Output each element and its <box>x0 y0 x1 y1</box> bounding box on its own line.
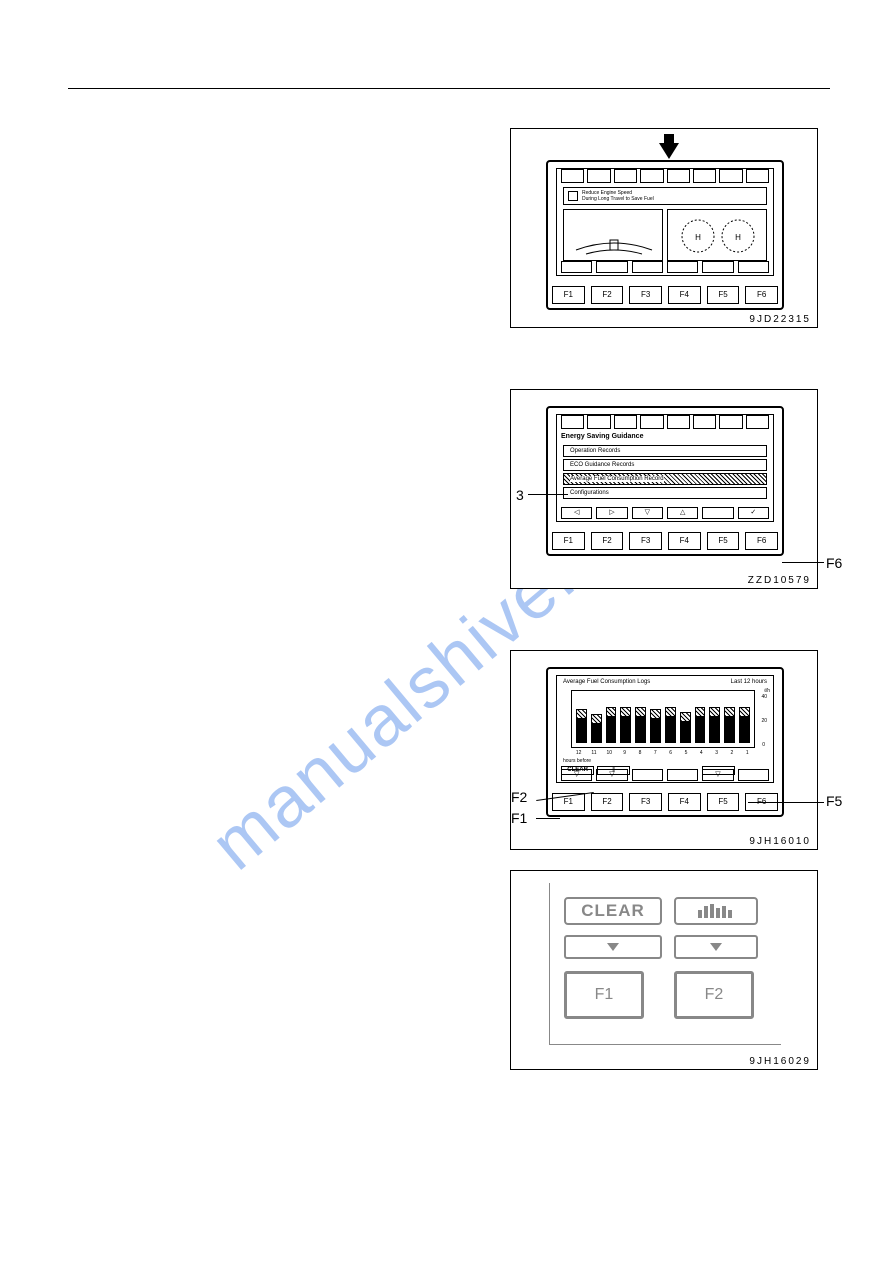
svg-text:H: H <box>735 233 741 242</box>
f6-key[interactable]: F6 <box>745 286 778 304</box>
triangle-down-icon <box>607 943 619 951</box>
menu-item-2[interactable]: ECO Guidance Records <box>563 459 767 471</box>
panel-corner: CLEAR F1 F2 <box>549 883 781 1045</box>
figure-3-box: Average Fuel Consumption Logs Last 12 ho… <box>510 650 818 850</box>
f1-button[interactable]: F1 <box>564 971 644 1019</box>
triangle-down-icon <box>710 943 722 951</box>
f5-key[interactable]: F5 <box>707 286 740 304</box>
monitor-screen: Reduce Engine Speed During Long Travel t… <box>556 168 774 276</box>
leader-line <box>748 802 824 803</box>
status-icons-row <box>557 169 773 183</box>
figure-code: 9JH16029 <box>749 1056 811 1067</box>
guidance-text: Reduce Engine Speed During Long Travel t… <box>582 190 654 202</box>
f3-key[interactable]: F3 <box>629 532 662 550</box>
softkey-row <box>557 261 773 273</box>
eco-icon <box>568 191 578 201</box>
horizontal-rule <box>68 88 830 89</box>
menu-item-1[interactable]: Operation Records <box>563 445 767 457</box>
leader-line <box>782 562 824 563</box>
f2-button[interactable]: F2 <box>674 971 754 1019</box>
menu-title: Energy Saving Guidance <box>561 433 643 440</box>
f4-key[interactable]: F4 <box>668 532 701 550</box>
fkey-row: F1 F2 F3 F4 F5 F6 <box>548 793 782 811</box>
monitor-frame: Energy Saving Guidance Operation Records… <box>546 406 784 556</box>
monitor-frame: Reduce Engine Speed During Long Travel t… <box>546 160 784 310</box>
tab-icons-row <box>557 415 773 429</box>
figure-code: ZZD10579 <box>748 575 811 586</box>
svg-text:H: H <box>695 233 701 242</box>
nav-down-icon[interactable]: ▽ <box>632 507 663 519</box>
f4-key[interactable]: F4 <box>668 793 701 811</box>
fkey-row: F1 F2 F3 F4 F5 F6 <box>548 286 782 304</box>
callout-3: 3 <box>516 487 524 503</box>
leader-line <box>536 818 560 819</box>
figure-code: 9JH16010 <box>749 836 811 847</box>
nav-left-icon[interactable]: ◁ <box>561 507 592 519</box>
nav-down-1[interactable] <box>564 935 662 959</box>
chart-subtitle: Last 12 hours <box>731 679 767 685</box>
f5-key[interactable]: F5 <box>707 793 740 811</box>
confirm-icon[interactable]: ✓ <box>738 507 769 519</box>
f1-key[interactable]: F1 <box>552 286 585 304</box>
fkey-row: F1 F2 F3 F4 F5 F6 <box>548 532 782 550</box>
f2-key[interactable]: F2 <box>591 286 624 304</box>
monitor-screen: Average Fuel Consumption Logs Last 12 ho… <box>556 675 774 783</box>
menu-item-3-selected[interactable]: Average Fuel Consumption Record <box>563 473 767 485</box>
f2-key[interactable]: F2 <box>591 793 624 811</box>
nav-down-icon[interactable]: ▽ <box>596 769 627 781</box>
nav-right-icon[interactable]: ▷ <box>596 507 627 519</box>
nav-up-icon[interactable]: △ <box>667 507 698 519</box>
callout-f2: F2 <box>511 789 527 805</box>
graph-button[interactable] <box>674 897 758 925</box>
guidance-banner: Reduce Engine Speed During Long Travel t… <box>563 187 767 205</box>
page: manualshive.com Reduce Engine Speed Duri… <box>0 0 893 1263</box>
figure-1-box: Reduce Engine Speed During Long Travel t… <box>510 128 818 328</box>
y-max: 40 <box>761 694 767 700</box>
y-mid: 20 <box>761 718 767 724</box>
nav-down-icon[interactable]: ▽ <box>561 769 592 781</box>
y-min: 0 <box>762 742 765 748</box>
gauges-view: H H <box>667 209 767 261</box>
figure-4-box: CLEAR F1 F2 9JH16029 <box>510 870 818 1070</box>
figure-2-box: Energy Saving Guidance Operation Records… <box>510 389 818 589</box>
x-axis-label: hours before <box>563 758 591 764</box>
f3-key[interactable]: F3 <box>629 793 662 811</box>
figure-code: 9JD22315 <box>749 314 811 325</box>
nav-down-2[interactable] <box>674 935 758 959</box>
nav-down-icon[interactable]: ▽ <box>702 769 733 781</box>
f1-key[interactable]: F1 <box>552 532 585 550</box>
f3-key[interactable]: F3 <box>629 286 662 304</box>
clear-button[interactable]: CLEAR <box>564 897 662 925</box>
softkey-row: ◁ ▷ ▽ △ ✓ <box>557 507 773 519</box>
f4-key[interactable]: F4 <box>668 286 701 304</box>
chart-title: Average Fuel Consumption Logs <box>563 679 650 685</box>
leader-line <box>528 494 568 495</box>
callout-f1: F1 <box>511 810 527 826</box>
f2-key[interactable]: F2 <box>591 532 624 550</box>
callout-f6: F6 <box>826 555 842 571</box>
arrow-down-icon <box>659 143 679 159</box>
f5-key[interactable]: F5 <box>707 532 740 550</box>
softkey-row: ▽ ▽ ▽ <box>557 769 773 781</box>
monitor-screen: Energy Saving Guidance Operation Records… <box>556 414 774 522</box>
callout-f5: F5 <box>826 793 842 809</box>
camera-view <box>563 209 663 261</box>
chart-area <box>571 690 755 748</box>
f6-key[interactable]: F6 <box>745 532 778 550</box>
menu-item-4[interactable]: Configurations <box>563 487 767 499</box>
x-axis-labels: 1211 109 87 65 43 21 <box>571 750 755 756</box>
